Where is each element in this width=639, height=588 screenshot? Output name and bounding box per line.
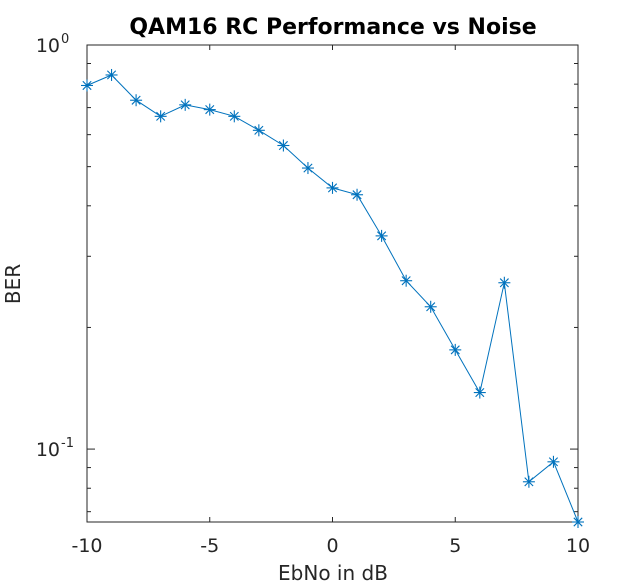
data-point <box>105 68 118 81</box>
data-point <box>424 300 437 313</box>
data-point <box>179 98 192 111</box>
data-point <box>81 79 93 92</box>
data-point <box>326 181 339 194</box>
x-tick-label: 10 <box>566 535 590 557</box>
x-tick-label: 0 <box>326 535 338 557</box>
series-line <box>86 74 579 523</box>
x-axis-label: EbNo in dB <box>278 561 388 585</box>
data-point <box>351 188 364 201</box>
x-tick-label: -10 <box>71 535 102 557</box>
y-tick-label: 10 <box>36 439 60 461</box>
data-point <box>400 274 413 287</box>
y-tick-exponent: 0 <box>61 32 69 47</box>
y-tick-label: 10 <box>36 35 60 57</box>
data-point <box>203 103 216 116</box>
data-point <box>130 94 143 107</box>
series-markers <box>81 68 584 528</box>
axis-ticks <box>86 44 579 522</box>
chart-title: QAM16 RC Performance vs Noise <box>129 15 536 40</box>
data-point <box>301 162 314 175</box>
data-point <box>498 276 511 289</box>
data-point <box>572 516 584 528</box>
data-point <box>277 139 290 152</box>
data-point <box>449 343 462 356</box>
data-point <box>522 475 535 488</box>
data-point <box>473 386 486 399</box>
data-point <box>375 229 388 242</box>
data-point <box>547 455 560 468</box>
x-tick-label: -5 <box>200 535 219 557</box>
x-tick-label: 5 <box>449 535 461 557</box>
y-tick-exponent: -1 <box>61 436 74 451</box>
data-point <box>252 124 265 137</box>
data-point <box>154 110 167 123</box>
y-axis-label: BER <box>1 264 25 304</box>
data-point <box>228 110 241 123</box>
